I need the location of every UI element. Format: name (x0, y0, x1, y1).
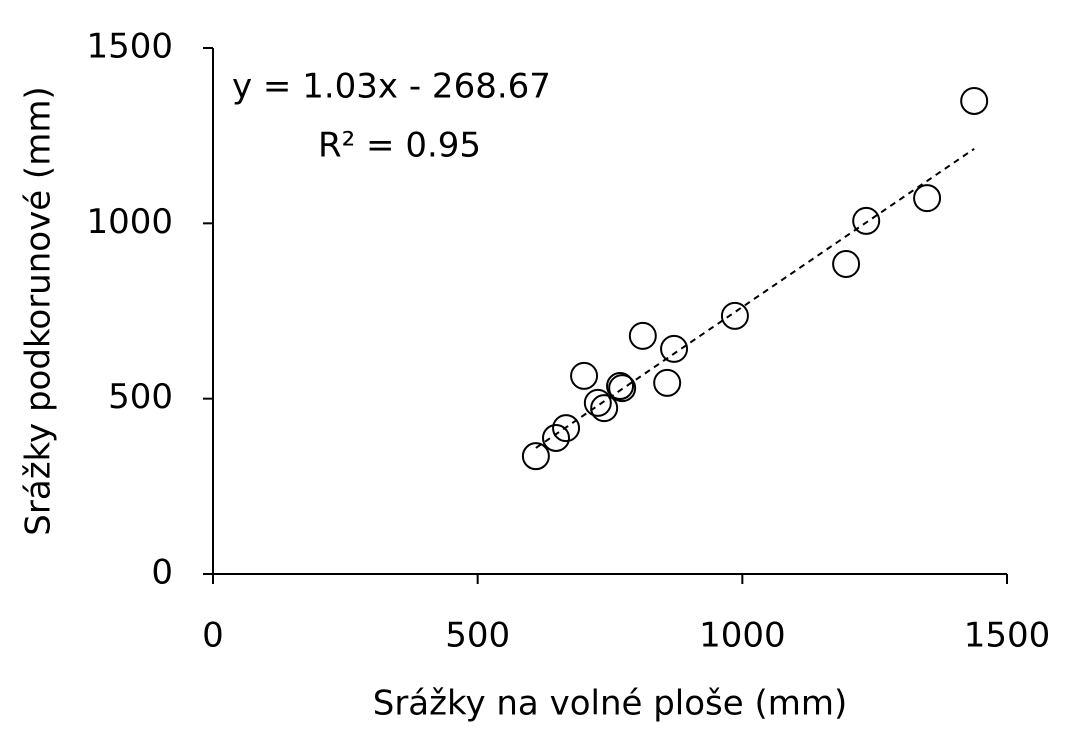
x-tick-label: 1500 (964, 616, 1051, 656)
y-tick-label: 500 (108, 377, 173, 417)
point (653, 368, 682, 397)
point (960, 86, 989, 115)
point (913, 184, 942, 213)
x-tick-label: 500 (445, 616, 510, 656)
point (521, 442, 550, 471)
point (606, 372, 635, 401)
r-squared: R² = 0.95 (318, 126, 481, 166)
x-tick-label: 1000 (699, 616, 786, 656)
y-tick-label: 0 (151, 553, 173, 593)
x-tick-label: 0 (202, 616, 224, 656)
y-tick-label: 1000 (86, 202, 173, 242)
point (628, 321, 657, 350)
point (552, 414, 581, 443)
x-axis-title: Srážky na volné ploše (mm) (373, 684, 848, 724)
y-tick-label: 1500 (86, 27, 173, 67)
trendline (535, 148, 975, 449)
trend-equation: y = 1.03x - 268.67 (232, 67, 551, 107)
point (852, 206, 881, 235)
point (590, 394, 619, 423)
point (583, 388, 612, 417)
point (660, 334, 689, 363)
point (720, 301, 749, 330)
point (570, 361, 599, 390)
point (608, 374, 637, 403)
point (542, 423, 571, 452)
point (832, 250, 861, 279)
y-axis-title: Srážky podkorunové (mm) (19, 86, 59, 535)
